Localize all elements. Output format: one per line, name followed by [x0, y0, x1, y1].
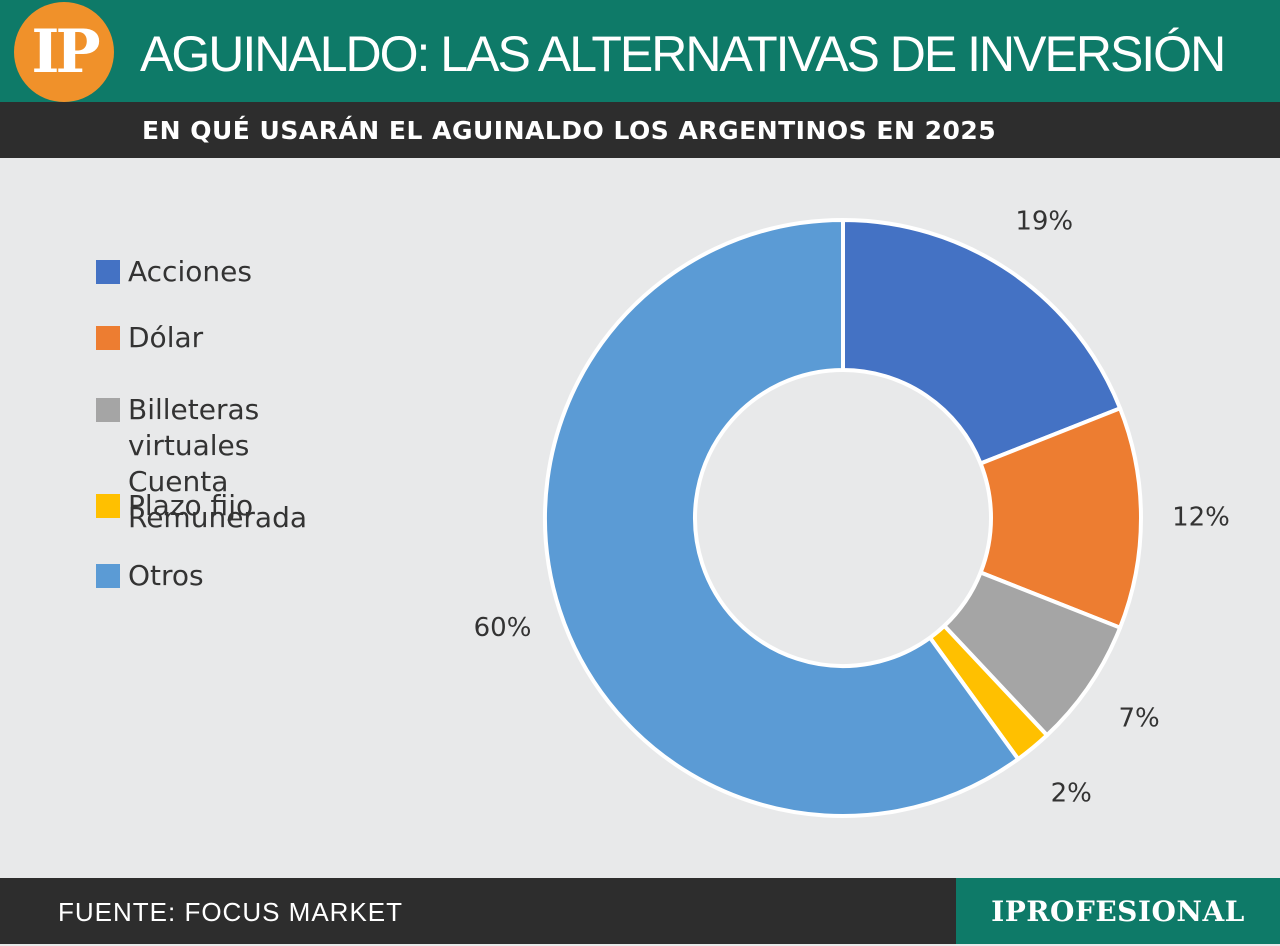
- legend-label: Otros: [128, 559, 204, 592]
- legend-label: Dólar: [128, 321, 204, 354]
- data-label-otros: 60%: [474, 613, 532, 643]
- donut-slice-otros: [543, 218, 1021, 818]
- legend-swatch: [96, 564, 120, 588]
- legend-swatch: [96, 398, 120, 422]
- header-bar: IP AGUINALDO: LAS ALTERNATIVAS DE INVERS…: [0, 0, 1280, 102]
- data-label-plazo-fijo: 2%: [1051, 778, 1092, 808]
- data-label-acciones: 19%: [1015, 206, 1073, 236]
- chart-subtitle: EN QUÉ USARÁN EL AGUINALDO LOS ARGENTINO…: [142, 116, 997, 145]
- subtitle-bar: EN QUÉ USARÁN EL AGUINALDO LOS ARGENTINO…: [0, 102, 1280, 158]
- ip-logo: IP: [14, 2, 114, 102]
- donut-slice-acciones: [841, 218, 1123, 466]
- data-label-dolar: 12%: [1172, 503, 1230, 533]
- data-label-billeteras: 7%: [1118, 704, 1159, 734]
- page-title: AGUINALDO: LAS ALTERNATIVAS DE INVERSIÓN: [140, 26, 1226, 82]
- brand-wordmark: IPROFESIONAL: [991, 895, 1245, 928]
- legend-label: Plazo fijo: [128, 489, 254, 522]
- legend-swatch: [96, 494, 120, 518]
- source-credit: FUENTE: FOCUS MARKET: [58, 897, 404, 927]
- legend-swatch: [96, 260, 120, 284]
- legend-label: Billeteras virtuales Cuenta Remunerada: [128, 393, 308, 534]
- legend-label: Acciones: [128, 255, 252, 288]
- brand-box: IPROFESIONAL: [956, 878, 1280, 944]
- legend-swatch: [96, 326, 120, 350]
- footer-bar: FUENTE: FOCUS MARKET IPROFESIONAL: [0, 878, 1280, 944]
